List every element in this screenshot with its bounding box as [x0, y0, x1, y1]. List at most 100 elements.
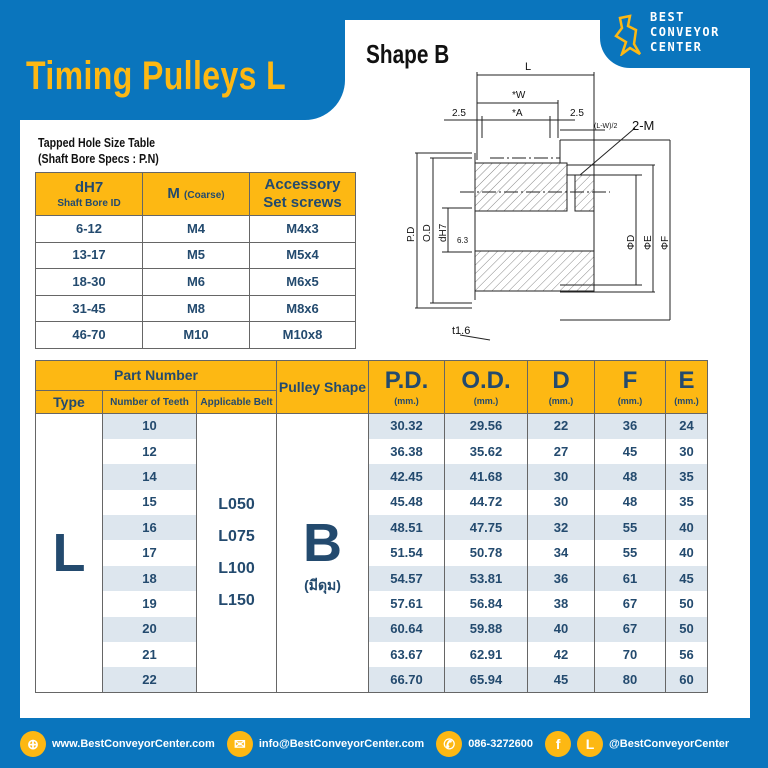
od-value: 62.91 — [444, 642, 528, 668]
pd-value: 54.57 — [368, 565, 445, 592]
pd-value: 45.48 — [368, 489, 445, 516]
pd-value: 66.70 — [368, 667, 445, 694]
bore-range: 13-17 — [35, 241, 143, 270]
od-value: 41.68 — [444, 464, 528, 490]
dim-right-gap: 2.5 — [570, 108, 584, 119]
table-row: 14 42.45 41.68 30 48 35 — [36, 464, 708, 490]
header-type: Type — [35, 390, 103, 414]
email-icon: ✉ — [226, 731, 253, 757]
caption-line: (Shaft Bore Specs : P.N) — [38, 152, 159, 166]
e-value: 24 — [665, 413, 708, 439]
pulley-spec-table: Part Number Pulley Shape P.D. (mm.) O.D. (… — [35, 360, 708, 694]
header-od: O.D. (mm.) — [444, 360, 528, 414]
f-value: 67 — [594, 616, 666, 643]
pd-value: 60.64 — [368, 616, 445, 643]
header-pulley-shape: Pulley Shape — [276, 360, 369, 414]
dim-e: ΦE — [643, 235, 654, 250]
page-title: Timing Pulleys L — [26, 54, 287, 98]
shape-title: Shape B — [366, 39, 450, 69]
header-main: E — [678, 367, 695, 394]
pd-value: 30.32 — [368, 413, 445, 439]
header-main: P.D. — [384, 367, 429, 394]
od-value: 56.84 — [444, 591, 528, 617]
logo-line: CENTER — [650, 40, 703, 54]
header-unit: (mm.) — [394, 396, 419, 406]
header-pd: P.D. (mm.) — [368, 360, 445, 414]
header-sub: Shaft Bore ID — [57, 197, 121, 209]
d-value: 45 — [527, 667, 595, 694]
f-value: 48 — [594, 489, 666, 516]
d-value: 30 — [527, 489, 595, 516]
f-value: 67 — [594, 591, 666, 617]
od-value: 53.81 — [444, 565, 528, 592]
teeth-count: 14 — [102, 464, 197, 490]
pd-value: 36.38 — [368, 438, 445, 465]
teeth-count: 20 — [102, 616, 197, 643]
shape-letter: B — [303, 513, 342, 574]
website-link[interactable]: www.BestConveyorCenter.com — [52, 738, 215, 750]
e-value: 35 — [665, 489, 708, 516]
tapped-hole-table: dH7 Shaft Bore ID M (Coarse) Accessory Set… — [35, 172, 356, 349]
table-row: 21 63.67 62.91 42 70 56 — [36, 642, 708, 668]
social-handle[interactable]: @BestConveyorCenter — [609, 738, 730, 750]
dim-dh7: dH7 — [438, 223, 449, 242]
header-unit: (mm.) — [548, 396, 574, 406]
thread-size: M8 — [142, 294, 250, 323]
tapped-caption: Tapped Hole Size Table (Shaft Bore Specs… — [38, 135, 159, 167]
phone-number[interactable]: 086-3272600 — [468, 738, 534, 750]
table-row: 13-17 M5 M5x4 — [35, 241, 356, 270]
thread-size: M4 — [142, 215, 250, 243]
e-value: 35 — [665, 464, 708, 490]
table-row: 22 66.70 65.94 45 80 60 — [36, 667, 708, 694]
bore-range: 31-45 — [35, 294, 143, 323]
d-value: 40 — [527, 616, 595, 643]
table-row: 18 54.57 53.81 36 61 45 — [36, 565, 708, 592]
f-value: 45 — [594, 438, 666, 465]
table-row: L 10 L050 L075 L100 L150 B (มีดุม) 30.32 29.56 22 3… — [35, 413, 708, 694]
facebook-icon[interactable]: f — [545, 731, 572, 757]
header-m: M (Coarse) — [142, 172, 250, 216]
header-teeth: Number of Teeth — [102, 390, 197, 414]
bore-range: 6-12 — [35, 215, 143, 243]
email-link[interactable]: info@BestConveyorCenter.com — [258, 738, 425, 750]
d-value: 34 — [527, 540, 595, 566]
f-value: 55 — [594, 515, 666, 541]
e-value: 45 — [665, 565, 708, 592]
table-row: 12 36.38 35.62 27 45 30 — [36, 438, 708, 465]
logo-banner — [600, 0, 768, 68]
teeth-count: 12 — [102, 438, 197, 465]
d-value: 36 — [527, 565, 595, 592]
thread-size: M6 — [142, 268, 250, 296]
pulley-drawing: L *W *A 2.5 2.5 (L-W)/2 2-M P.D O.D dH7 … — [406, 61, 671, 341]
header-sub: (Coarse) — [184, 190, 225, 201]
header-line: Accessory — [264, 176, 341, 193]
f-value: 70 — [594, 642, 666, 668]
dim-od: O.D — [422, 224, 433, 242]
od-value: 29.56 — [444, 413, 528, 439]
belt-code: L100 — [218, 560, 255, 578]
teeth-count: 19 — [102, 591, 197, 617]
header-set-screws: Accessory Set screws — [249, 172, 356, 216]
header-main: F — [622, 367, 638, 394]
header-unit: (mm.) — [473, 396, 499, 406]
caption-line: Tapped Hole Size Table — [38, 136, 156, 150]
od-value: 50.78 — [444, 540, 528, 566]
header-dh7: dH7 Shaft Bore ID — [35, 172, 143, 216]
table-row: 46-70 M10 M10x8 — [35, 321, 356, 349]
header-main: M — [167, 185, 180, 202]
header-main: dH7 — [74, 178, 104, 196]
e-value: 56 — [665, 642, 708, 668]
logo-icon — [614, 14, 642, 56]
dim-m: 2-M — [632, 118, 654, 133]
table-row: 15 45.48 44.72 30 48 35 — [36, 489, 708, 516]
dim-d: ΦD — [626, 235, 637, 250]
logo-text: BEST CONVEYOR CENTER — [650, 10, 720, 55]
line-icon[interactable]: L — [577, 731, 604, 757]
header-d: D (mm.) — [527, 360, 595, 414]
e-value: 30 — [665, 438, 708, 465]
d-value: 27 — [527, 438, 595, 465]
roughness: 6.3 — [457, 236, 469, 245]
belt-cell: L050 L075 L100 L150 — [196, 413, 277, 694]
pd-value: 63.67 — [368, 642, 445, 668]
bore-range: 18-30 — [35, 268, 143, 296]
